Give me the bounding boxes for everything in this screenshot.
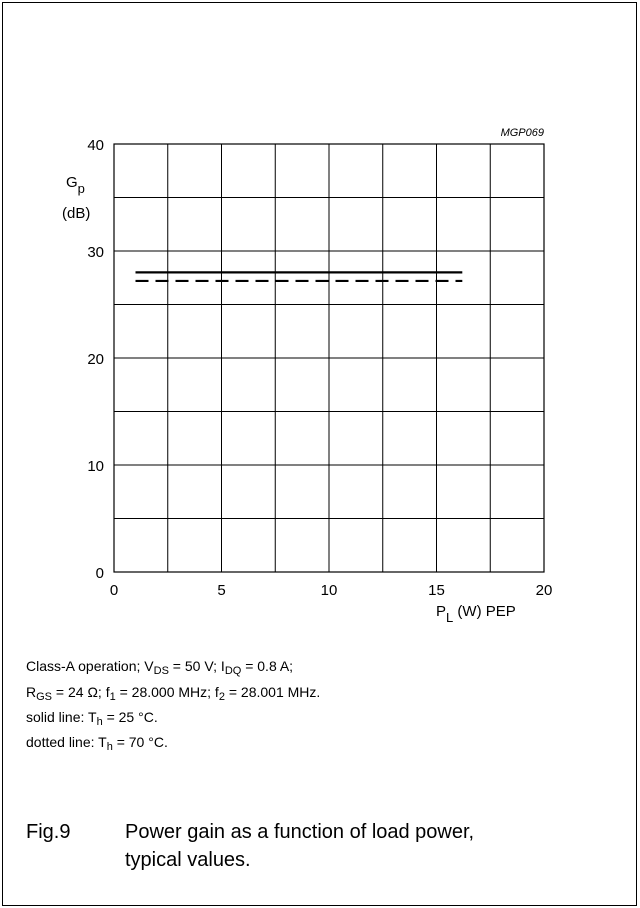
x-tick-label: 15: [428, 582, 445, 599]
figure-caption-text: Power gain as a function of load power, …: [125, 821, 475, 871]
x-tick-label: 0: [110, 582, 118, 599]
y-axis-unit: (dB): [62, 205, 90, 222]
chart-series: [135, 271, 463, 283]
y-axis-label-main: G: [66, 174, 78, 191]
x-axis-label-main: P: [436, 603, 446, 620]
note-line-3: solid line: Th = 25 °C.: [26, 709, 158, 728]
x-tick-label: 10: [321, 582, 338, 599]
chart-ticks: 0 5 10 15 20 0 10 20 30 40: [87, 137, 552, 599]
y-tick-label: 20: [87, 351, 104, 368]
figure-number: Fig.9: [26, 821, 71, 843]
x-tick-label: 20: [536, 582, 553, 599]
plot-border: [113, 143, 545, 573]
y-axis-label-sub: p: [78, 181, 85, 196]
power-gain-chart: 0 5 10 15 20 0 10 20 30 40 MGP069 Gp (dB) PL (W) …: [62, 127, 552, 625]
x-tick-label: 5: [217, 582, 225, 599]
x-axis-label-unit: (W) PEP: [453, 603, 516, 620]
chart-code: MGP069: [501, 127, 544, 139]
y-tick-label: 0: [96, 565, 104, 582]
x-axis-label-sub: L: [446, 610, 453, 625]
note-line-2: RGS = 24 Ω; f1 = 28.000 MHz; f2 = 28.001…: [26, 684, 321, 703]
y-tick-label: 30: [87, 244, 104, 261]
y-tick-label: 10: [87, 458, 104, 475]
note-line-4: dotted line: Th = 70 °C.: [26, 734, 168, 753]
y-axis-label: Gp: [66, 174, 85, 196]
note-line-1: Class-A operation; VDS = 50 V; IDQ = 0.8…: [26, 658, 294, 677]
chart-grid: [113, 143, 545, 573]
x-axis-label: PL (W) PEP: [436, 603, 516, 625]
y-tick-label: 40: [87, 137, 104, 154]
